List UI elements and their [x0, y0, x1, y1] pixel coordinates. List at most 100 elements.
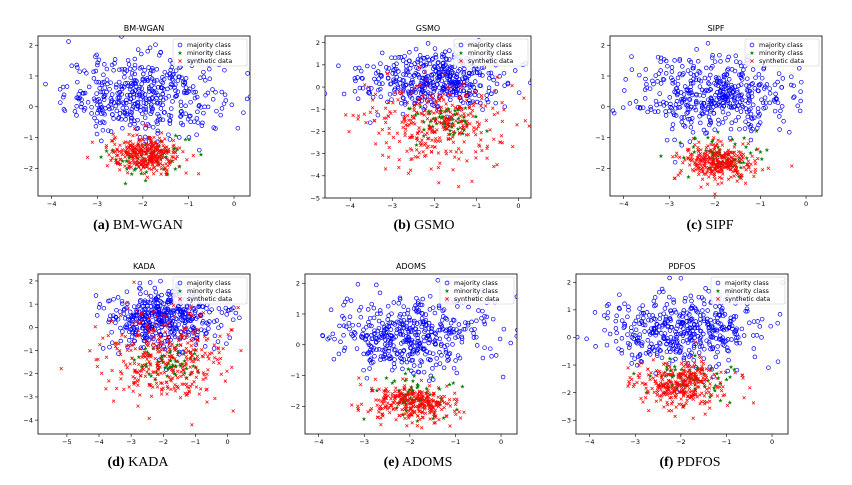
data-point-synthetic [716, 138, 720, 142]
x-tick-label: −3 [387, 202, 397, 210]
data-point-synthetic [697, 166, 701, 170]
data-point-majority [346, 320, 352, 326]
data-point-majority [629, 361, 634, 366]
data-point-majority [213, 89, 218, 95]
data-point-majority [297, 350, 301, 354]
data-point-majority [648, 318, 654, 323]
data-point-majority [665, 63, 670, 69]
data-point-majority [440, 51, 445, 57]
data-point-majority [461, 326, 467, 332]
data-point-majority [155, 111, 160, 117]
data-point-minority: ★ [171, 145, 176, 152]
data-point-majority [694, 92, 699, 98]
data-point-majority [399, 101, 404, 106]
series-synthetic-data [349, 376, 466, 430]
data-point-synthetic [467, 106, 472, 110]
data-point-minority: ★ [414, 142, 419, 149]
data-point-synthetic [397, 165, 401, 170]
data-point-synthetic [700, 155, 704, 159]
data-point-majority [684, 88, 690, 93]
data-point-synthetic [466, 132, 471, 137]
data-point-synthetic [131, 320, 136, 325]
data-point-majority [154, 90, 159, 96]
legend-marker-synthetic [178, 59, 182, 63]
data-point-synthetic [451, 112, 455, 117]
data-point-synthetic [131, 160, 136, 164]
data-point-synthetic [434, 99, 438, 103]
data-point-synthetic [753, 170, 757, 175]
data-point-synthetic [159, 335, 163, 339]
data-point-synthetic [745, 162, 749, 167]
data-point-minority: ★ [718, 398, 723, 405]
data-point-majority [128, 92, 133, 98]
data-point-majority [723, 115, 728, 121]
x-tick-label: −4 [314, 438, 324, 446]
data-point-synthetic [385, 71, 390, 76]
data-point-synthetic [421, 94, 425, 98]
data-point-majority [691, 63, 696, 69]
data-point-majority [391, 343, 396, 348]
data-point-majority [383, 326, 388, 332]
data-point-majority [425, 333, 430, 338]
data-point-majority [108, 313, 113, 318]
data-point-synthetic [129, 348, 133, 353]
data-point-synthetic [142, 363, 147, 367]
data-point-majority [344, 296, 350, 302]
data-point-synthetic [406, 171, 411, 176]
data-point-synthetic [175, 359, 179, 363]
data-point-majority [155, 131, 160, 136]
data-point-majority [426, 340, 431, 346]
data-point-majority [493, 353, 499, 358]
data-point-majority [43, 81, 48, 87]
data-point-synthetic [749, 162, 753, 166]
data-point-majority [756, 114, 761, 119]
chart-panel-sipf: SIPF ★ ★ ★ ★ ★ ★ ★ ★ ★ ★ ★ ★ ★ ★ ★ ★ ★ ★ ★ ★ ★ ★ ★ ★ ★ ★ ★ ★ ★ ★ ★ ★ ★ ★ ★ ★… [580, 18, 832, 208]
data-point-majority [201, 69, 206, 75]
data-point-synthetic [430, 138, 434, 142]
data-point-synthetic [750, 154, 754, 158]
data-point-synthetic [430, 96, 435, 101]
data-point-synthetic [185, 391, 190, 396]
data-point-synthetic [194, 342, 199, 346]
data-point-majority [386, 66, 392, 71]
data-point-synthetic [410, 157, 414, 161]
data-point-majority [642, 322, 648, 328]
data-point-synthetic [194, 375, 199, 379]
data-point-majority [360, 85, 366, 91]
data-point-majority [710, 346, 715, 352]
data-point-synthetic [223, 379, 228, 383]
data-point-majority [392, 322, 398, 327]
data-point-majority [658, 59, 663, 65]
data-point-majority [671, 110, 676, 116]
data-point-majority [444, 57, 449, 62]
data-point-majority [403, 333, 409, 339]
data-point-majority [463, 320, 468, 325]
data-point-synthetic [459, 85, 464, 89]
data-point-synthetic [403, 131, 407, 135]
data-point-majority [408, 329, 414, 334]
data-point-majority [124, 289, 130, 294]
data-point-majority [457, 328, 463, 334]
data-point-synthetic [162, 370, 167, 375]
data-point-majority [743, 309, 748, 314]
data-point-synthetic [495, 163, 499, 167]
data-point-synthetic [724, 155, 728, 159]
data-point-synthetic [400, 413, 405, 417]
data-point-synthetic [732, 157, 737, 162]
data-point-majority [712, 319, 717, 324]
data-point-majority [744, 83, 749, 88]
data-point-synthetic [130, 343, 134, 347]
data-point-majority [366, 320, 371, 325]
data-point-majority [101, 94, 106, 100]
data-point-majority [672, 58, 677, 63]
data-point-synthetic [447, 86, 451, 91]
data-point-majority [629, 352, 635, 358]
data-point-majority [62, 108, 68, 113]
data-point-synthetic [388, 403, 393, 408]
data-point-synthetic [147, 135, 152, 140]
data-point-majority [717, 96, 722, 101]
data-point-majority [758, 81, 763, 87]
data-point-majority [733, 314, 739, 319]
data-point-synthetic [448, 110, 453, 114]
